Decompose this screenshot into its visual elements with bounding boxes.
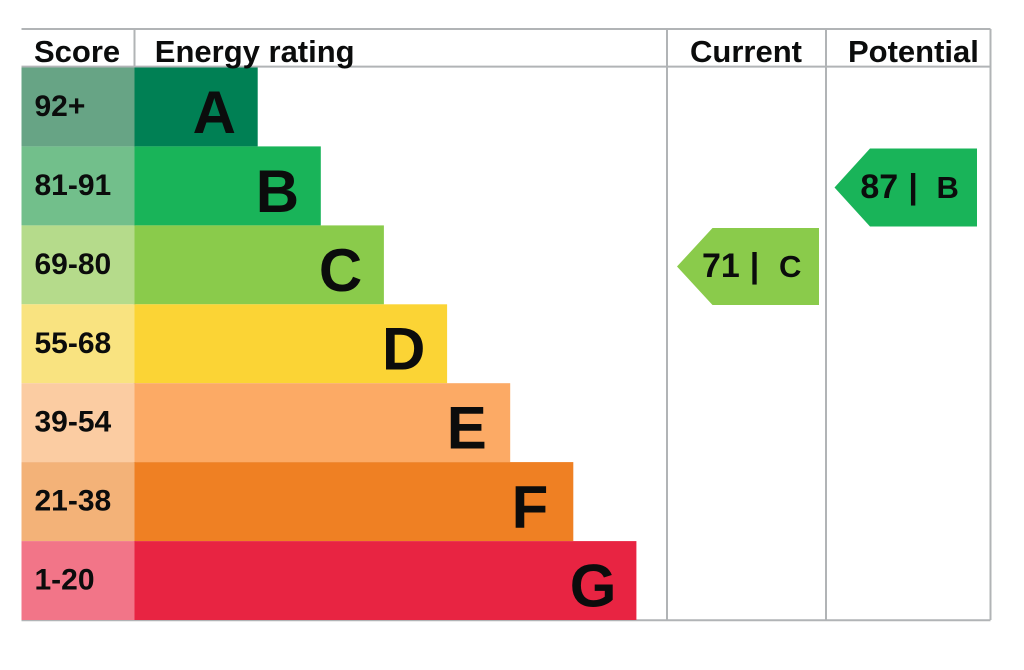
svg-text:G: G bbox=[570, 553, 617, 620]
svg-text:C: C bbox=[319, 237, 362, 304]
svg-text:E: E bbox=[447, 395, 487, 462]
svg-text:81-91: 81-91 bbox=[35, 169, 112, 202]
svg-text:|: | bbox=[908, 168, 918, 206]
svg-text:39-54: 39-54 bbox=[35, 406, 112, 439]
svg-text:71: 71 bbox=[702, 247, 740, 285]
svg-text:92+: 92+ bbox=[35, 90, 86, 123]
svg-text:Energy rating: Energy rating bbox=[155, 34, 355, 69]
svg-text:55-68: 55-68 bbox=[35, 327, 112, 360]
svg-text:Potential: Potential bbox=[848, 34, 979, 69]
svg-text:1-20: 1-20 bbox=[35, 564, 95, 597]
svg-text:21-38: 21-38 bbox=[35, 485, 112, 518]
svg-text:C: C bbox=[779, 249, 801, 284]
svg-text:B: B bbox=[937, 170, 959, 205]
svg-text:D: D bbox=[382, 316, 425, 383]
svg-text:Current: Current bbox=[690, 34, 802, 69]
svg-text:A: A bbox=[193, 79, 236, 146]
svg-text:|: | bbox=[750, 247, 760, 285]
svg-text:F: F bbox=[512, 474, 549, 541]
svg-text:Score: Score bbox=[34, 34, 120, 69]
svg-text:69-80: 69-80 bbox=[35, 248, 112, 281]
svg-text:B: B bbox=[256, 158, 299, 225]
svg-text:87: 87 bbox=[860, 168, 898, 206]
